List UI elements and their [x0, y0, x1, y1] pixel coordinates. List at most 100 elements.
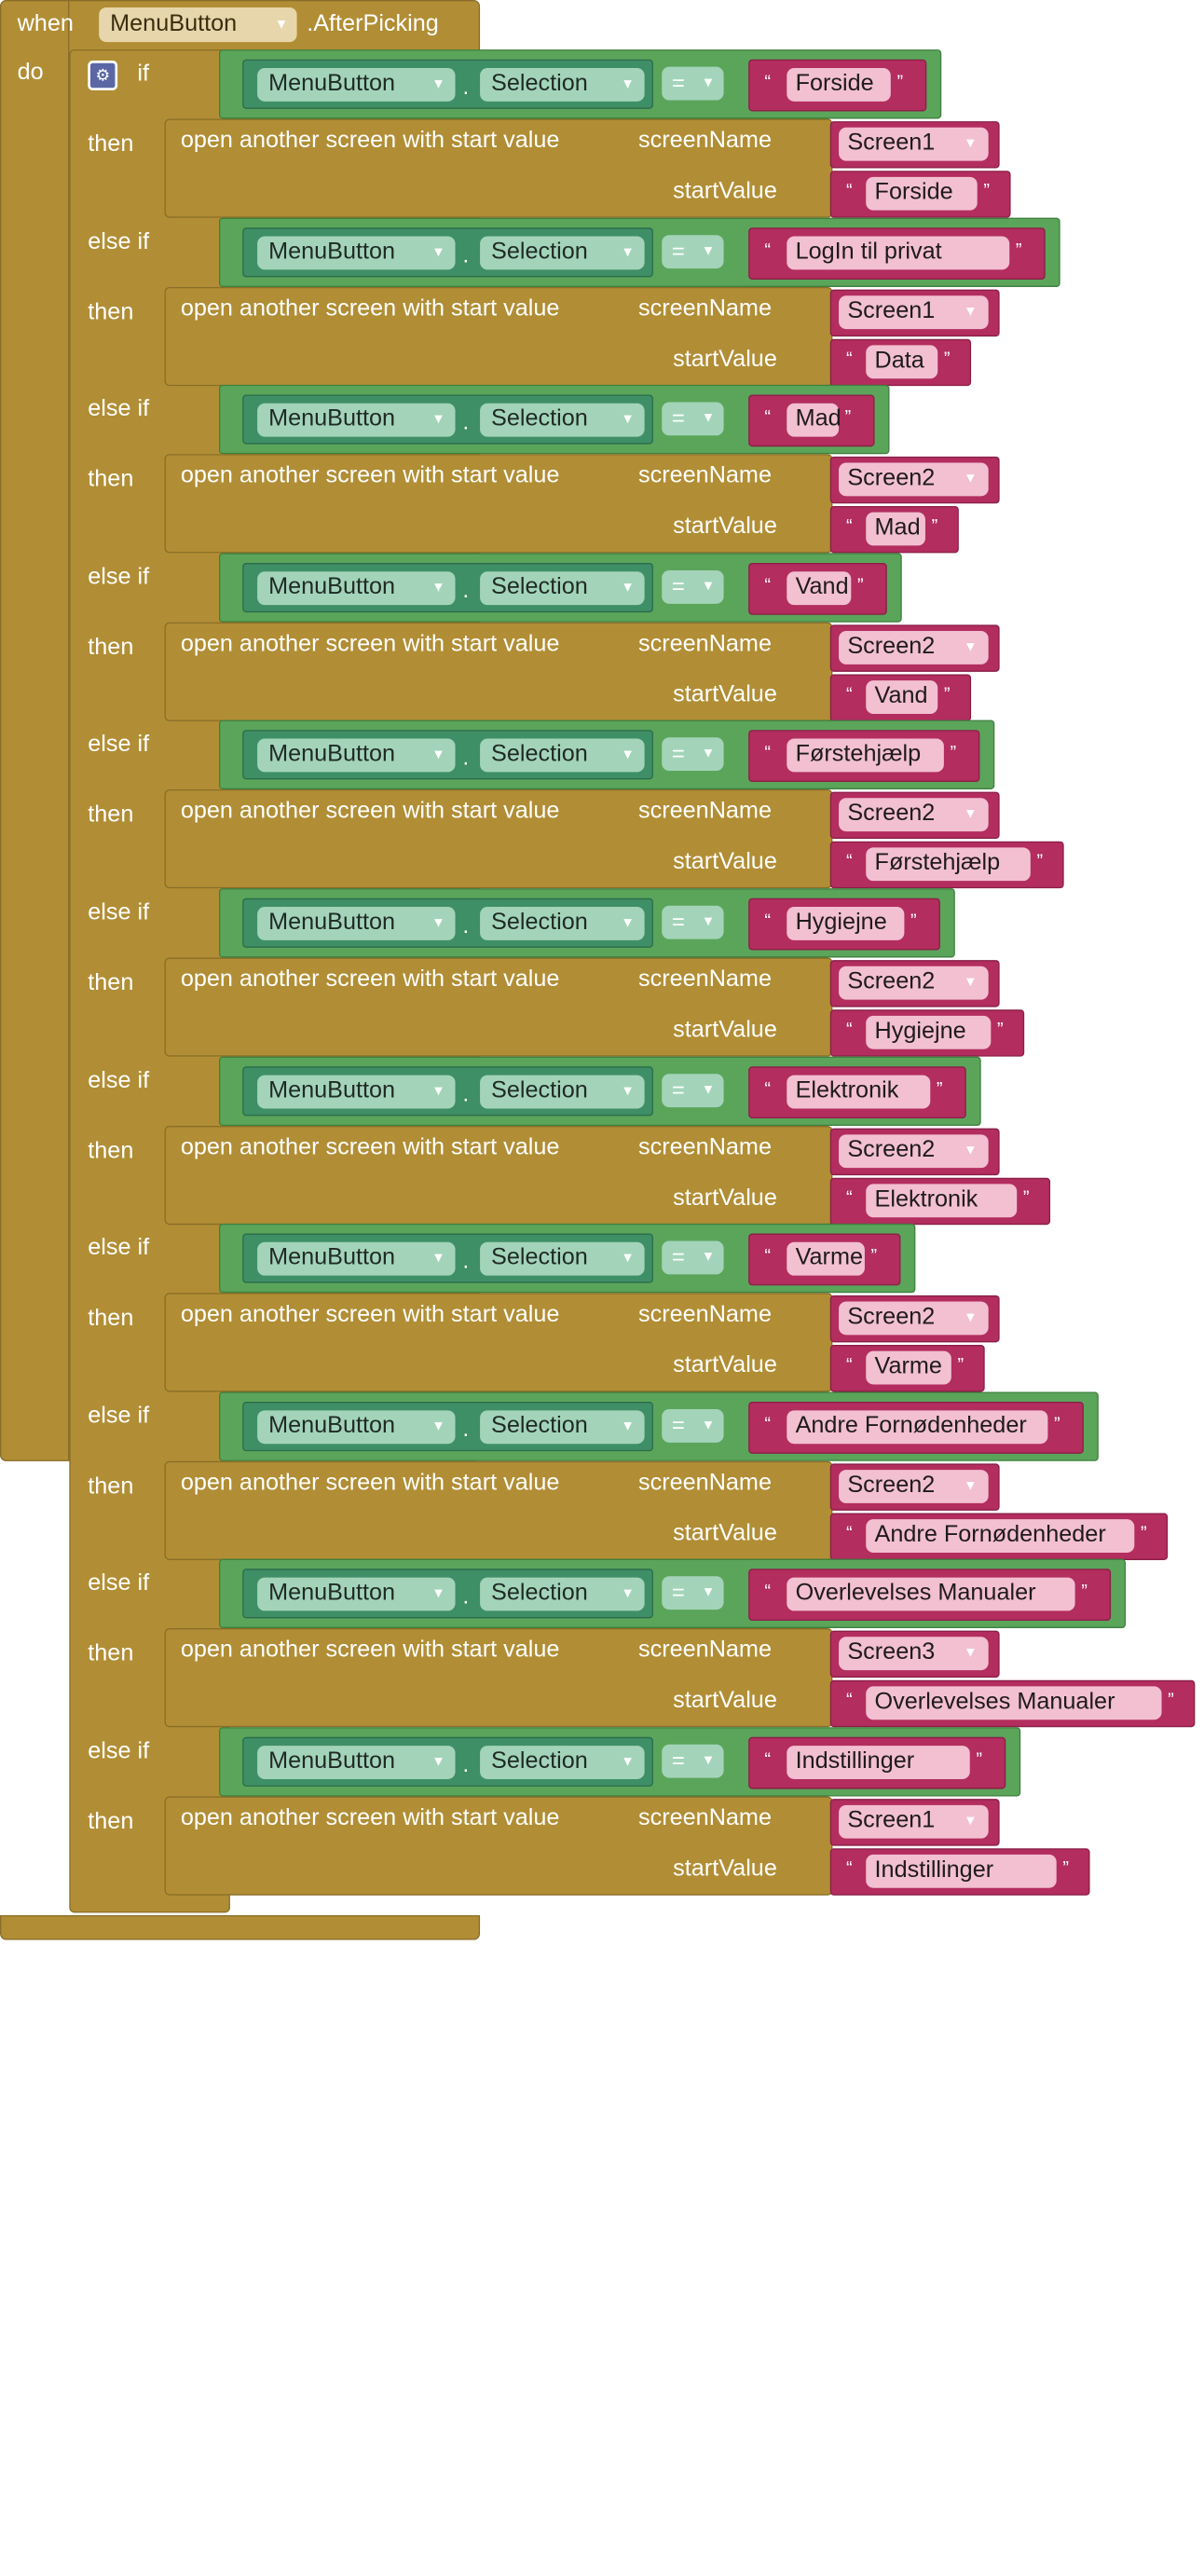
operator-dropdown[interactable]: = ▼	[662, 905, 724, 939]
text-literal-value[interactable]: Førstehjælp	[787, 739, 944, 773]
open-another-screen-block[interactable]	[164, 1460, 833, 1560]
getter-property-dropdown[interactable]: Selection ▼	[480, 1075, 645, 1108]
getter-property-dropdown[interactable]: Selection ▼	[480, 1578, 645, 1611]
screen-dropdown[interactable]: Screen2 ▼	[839, 798, 989, 832]
getter-component-label: MenuButton	[268, 1244, 396, 1271]
text-literal-value[interactable]: Elektronik	[787, 1075, 931, 1108]
open-quote: “	[764, 1078, 772, 1100]
text-literal-value[interactable]: Vand	[787, 571, 852, 605]
text-literal-value[interactable]: Overlevelses Manualer	[787, 1578, 1075, 1611]
start-value-text[interactable]: Indstillinger	[866, 1854, 1057, 1888]
getter-component-dropdown[interactable]: MenuButton ▼	[257, 1075, 456, 1108]
equals-operator: =	[671, 1244, 685, 1270]
getter-property-dropdown[interactable]: Selection ▼	[480, 571, 645, 605]
dropdown-arrow-icon: ▼	[431, 1418, 445, 1434]
dropdown-arrow-icon: ▼	[621, 412, 635, 428]
getter-property-dropdown[interactable]: Selection ▼	[480, 404, 645, 437]
operator-dropdown[interactable]: = ▼	[662, 1408, 724, 1443]
start-value-text[interactable]: Mad	[866, 512, 925, 546]
open-another-screen-block[interactable]	[164, 1293, 833, 1392]
start-value-label: startValue	[673, 849, 777, 876]
equals-operator: =	[671, 741, 685, 767]
text-literal-value[interactable]: Indstillinger	[787, 1746, 970, 1779]
text-literal-value[interactable]: Varme	[787, 1242, 865, 1276]
getter-property-dropdown[interactable]: Selection ▼	[480, 68, 645, 102]
close-quote: ”	[856, 575, 864, 596]
open-another-screen-block[interactable]	[164, 1628, 833, 1728]
dropdown-arrow-icon: ▼	[964, 1478, 978, 1494]
text-literal-value[interactable]: Forside	[787, 68, 891, 102]
start-value-text[interactable]: Varme	[866, 1350, 951, 1385]
start-value-text[interactable]: Forside	[866, 176, 978, 211]
getter-property-dropdown[interactable]: Selection ▼	[480, 1410, 645, 1444]
getter-component-dropdown[interactable]: MenuButton ▼	[257, 68, 456, 102]
open-quote: “	[764, 406, 772, 429]
then-label: then	[88, 969, 134, 996]
open-another-screen-block[interactable]	[164, 118, 833, 218]
open-another-screen-block[interactable]	[164, 789, 833, 889]
text-literal-value[interactable]: Mad	[787, 404, 841, 437]
open-another-screen-block[interactable]	[164, 1125, 833, 1225]
else-if-label: else if	[88, 1235, 150, 1261]
start-value-label: startValue	[673, 514, 777, 541]
component-dropdown-menubutton[interactable]: MenuButton ▼	[99, 7, 297, 43]
operator-dropdown[interactable]: = ▼	[662, 234, 724, 268]
operator-dropdown[interactable]: = ▼	[662, 66, 724, 101]
operator-dropdown[interactable]: = ▼	[662, 1240, 724, 1275]
close-quote: ”	[870, 1246, 878, 1267]
getter-property-dropdown[interactable]: Selection ▼	[480, 1746, 645, 1779]
screen-dropdown[interactable]: Screen2 ▼	[839, 1469, 989, 1503]
getter-component-dropdown[interactable]: MenuButton ▼	[257, 1746, 456, 1779]
getter-property-dropdown[interactable]: Selection ▼	[480, 739, 645, 773]
start-value-text[interactable]: Andre Fornødenheder	[866, 1518, 1135, 1553]
start-value-text[interactable]: Førstehjælp	[866, 847, 1031, 882]
screen-dropdown[interactable]: Screen2 ▼	[839, 630, 989, 665]
open-screen-label: open another screen with start value	[180, 630, 560, 657]
getter-component-dropdown[interactable]: MenuButton ▼	[257, 236, 456, 269]
getter-component-dropdown[interactable]: MenuButton ▼	[257, 404, 456, 437]
dot-separator: .	[462, 1751, 470, 1777]
operator-dropdown[interactable]: = ▼	[662, 737, 724, 772]
then-label: then	[88, 1305, 134, 1332]
screen-dropdown[interactable]: Screen1 ▼	[839, 1804, 989, 1839]
dropdown-arrow-icon: ▼	[431, 747, 445, 763]
close-quote: ”	[1168, 1690, 1174, 1712]
text-literal-value[interactable]: Hygiejne	[787, 907, 905, 940]
getter-component-dropdown[interactable]: MenuButton ▼	[257, 1578, 456, 1611]
operator-dropdown[interactable]: = ▼	[662, 569, 724, 604]
getter-component-dropdown[interactable]: MenuButton ▼	[257, 739, 456, 773]
start-value-text[interactable]: Overlevelses Manualer	[866, 1686, 1162, 1720]
start-value-text[interactable]: Vand	[866, 679, 938, 714]
getter-property-dropdown[interactable]: Selection ▼	[480, 1242, 645, 1276]
open-quote: “	[764, 239, 772, 261]
screen-dropdown[interactable]: Screen1 ▼	[839, 295, 989, 329]
operator-dropdown[interactable]: = ▼	[662, 1744, 724, 1778]
getter-component-dropdown[interactable]: MenuButton ▼	[257, 907, 456, 940]
screen-dropdown[interactable]: Screen1 ▼	[839, 127, 989, 161]
getter-property-dropdown[interactable]: Selection ▼	[480, 236, 645, 269]
screen-dropdown[interactable]: Screen2 ▼	[839, 1301, 989, 1336]
operator-dropdown[interactable]: = ▼	[662, 1576, 724, 1610]
operator-dropdown[interactable]: = ▼	[662, 1073, 724, 1107]
start-value-text[interactable]: Data	[866, 344, 938, 378]
open-another-screen-block[interactable]	[164, 1796, 833, 1896]
gear-icon[interactable]: ⚙	[88, 61, 118, 90]
screen-dropdown[interactable]: Screen2 ▼	[839, 462, 989, 497]
open-another-screen-block[interactable]	[164, 286, 833, 386]
start-value-text[interactable]: Elektronik	[866, 1183, 1018, 1217]
operator-dropdown[interactable]: = ▼	[662, 402, 724, 436]
text-literal-value[interactable]: LogIn til privat	[787, 236, 1010, 269]
text-literal-value[interactable]: Andre Fornødenheder	[787, 1410, 1048, 1444]
getter-component-label: MenuButton	[268, 1580, 396, 1607]
start-value-text[interactable]: Hygiejne	[866, 1015, 992, 1049]
getter-component-dropdown[interactable]: MenuButton ▼	[257, 571, 456, 605]
screen-dropdown[interactable]: Screen2 ▼	[839, 1133, 989, 1168]
getter-property-dropdown[interactable]: Selection ▼	[480, 907, 645, 940]
open-another-screen-block[interactable]	[164, 957, 833, 1057]
else-if-label: else if	[88, 899, 150, 925]
screen-dropdown[interactable]: Screen2 ▼	[839, 966, 989, 1000]
getter-component-dropdown[interactable]: MenuButton ▼	[257, 1242, 456, 1276]
getter-component-dropdown[interactable]: MenuButton ▼	[257, 1410, 456, 1444]
open-another-screen-block[interactable]	[164, 454, 833, 554]
screen-dropdown[interactable]: Screen3 ▼	[839, 1637, 989, 1671]
